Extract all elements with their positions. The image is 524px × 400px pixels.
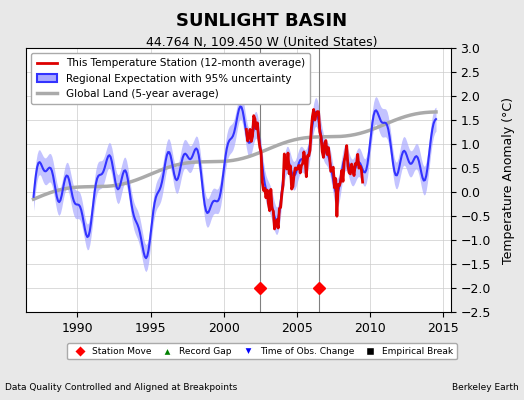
Legend: Station Move, Record Gap, Time of Obs. Change, Empirical Break: Station Move, Record Gap, Time of Obs. C… [67, 343, 457, 360]
Legend: This Temperature Station (12-month average), Regional Expectation with 95% uncer: This Temperature Station (12-month avera… [31, 53, 310, 104]
Text: 44.764 N, 109.450 W (United States): 44.764 N, 109.450 W (United States) [146, 36, 378, 49]
Text: SUNLIGHT BASIN: SUNLIGHT BASIN [177, 12, 347, 30]
Text: Data Quality Controlled and Aligned at Breakpoints: Data Quality Controlled and Aligned at B… [5, 383, 237, 392]
Y-axis label: Temperature Anomaly (°C): Temperature Anomaly (°C) [502, 96, 515, 264]
Text: Berkeley Earth: Berkeley Earth [452, 383, 519, 392]
